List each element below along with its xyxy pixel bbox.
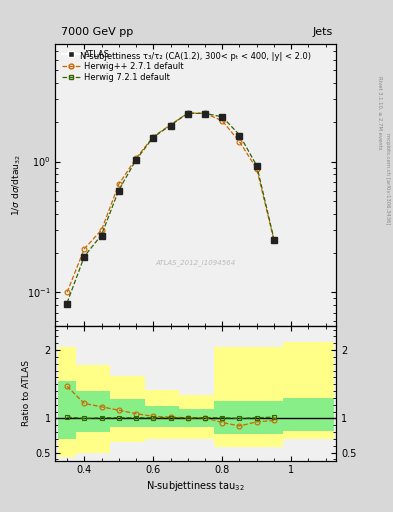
Text: 7000 GeV pp: 7000 GeV pp xyxy=(61,27,133,37)
Text: Rivet 3.1.10, ≥ 2.7M events: Rivet 3.1.10, ≥ 2.7M events xyxy=(377,76,382,150)
Text: ATLAS_2012_I1094564: ATLAS_2012_I1094564 xyxy=(155,259,236,266)
Text: mcplots.cern.ch [arXiv:1306.3436]: mcplots.cern.ch [arXiv:1306.3436] xyxy=(385,134,389,225)
Text: Jets: Jets xyxy=(313,27,333,37)
Text: N-subjettiness τ₃/τ₂ (CA(1.2), 300< pₜ < 400, |y| < 2.0): N-subjettiness τ₃/τ₂ (CA(1.2), 300< pₜ <… xyxy=(80,52,311,61)
Y-axis label: 1/$\sigma$ d$\sigma$/dtau$_{32}$: 1/$\sigma$ d$\sigma$/dtau$_{32}$ xyxy=(10,154,23,216)
X-axis label: N-subjettiness tau$_{32}$: N-subjettiness tau$_{32}$ xyxy=(146,479,245,493)
Legend: ATLAS, Herwig++ 2.7.1 default, Herwig 7.2.1 default: ATLAS, Herwig++ 2.7.1 default, Herwig 7.… xyxy=(59,48,186,84)
Y-axis label: Ratio to ATLAS: Ratio to ATLAS xyxy=(22,360,31,426)
